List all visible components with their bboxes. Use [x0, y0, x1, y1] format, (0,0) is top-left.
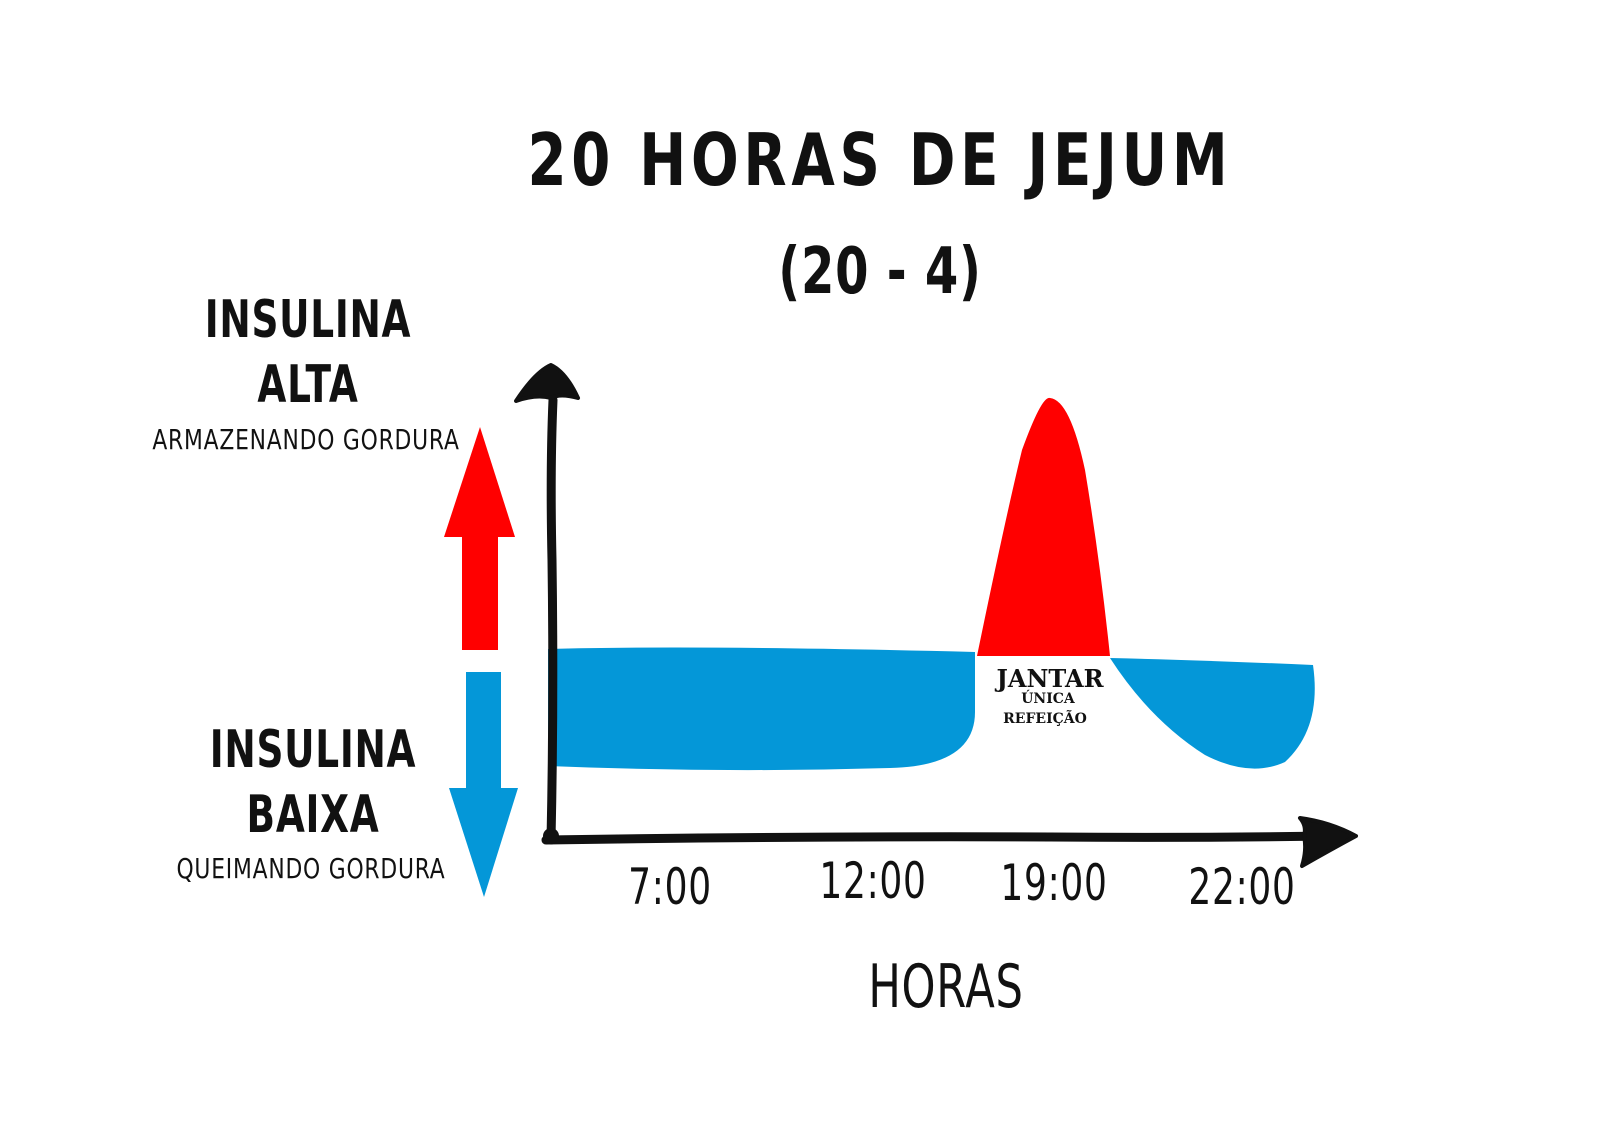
- low-label-line1: INSULINA: [209, 720, 417, 780]
- red-up-arrow-head: [444, 427, 515, 537]
- meal-label: JANTAR: [996, 664, 1104, 693]
- meal-gap: [975, 656, 1110, 780]
- meal-label-line3: REFEIÇÃO: [1003, 711, 1087, 727]
- blue-down-arrow-head: [449, 788, 518, 897]
- y-axis-line: [546, 395, 558, 845]
- high-label-line1: INSULINA: [204, 290, 412, 350]
- chart-subtitle: (20 - 4): [778, 235, 982, 309]
- high-label-line2: ALTA: [257, 355, 359, 415]
- meal-label-line2: ÚNICA: [1021, 691, 1075, 707]
- low-label-line2: BAIXA: [246, 785, 380, 845]
- x-axis-label: HORAS: [868, 952, 1024, 1022]
- blue-down-arrow-shaft: [466, 672, 501, 788]
- high-note: ARMAZENANDO GORDURA: [152, 423, 460, 456]
- x-tick-label: 12:00: [819, 852, 927, 910]
- low-insulin-band-left: [548, 647, 975, 771]
- x-tick-label: 19:00: [1000, 854, 1108, 912]
- low-insulin-band-right: [1110, 658, 1315, 769]
- chart-title: 20 HORAS DE JEJUM: [527, 118, 1233, 202]
- red-up-arrow-icon: [444, 427, 515, 650]
- blue-down-arrow-icon: [449, 672, 518, 897]
- y-axis-arrowhead: [514, 363, 580, 403]
- low-note: QUEIMANDO GORDURA: [176, 852, 446, 885]
- x-axis-line: [541, 831, 1335, 845]
- x-tick-label: 7:00: [628, 858, 712, 916]
- axis-origin: [543, 828, 559, 844]
- high-insulin-peak: [977, 397, 1110, 656]
- x-tick-label: 22:00: [1188, 858, 1296, 916]
- red-up-arrow-shaft: [462, 537, 498, 650]
- x-axis-arrowhead: [1298, 816, 1358, 868]
